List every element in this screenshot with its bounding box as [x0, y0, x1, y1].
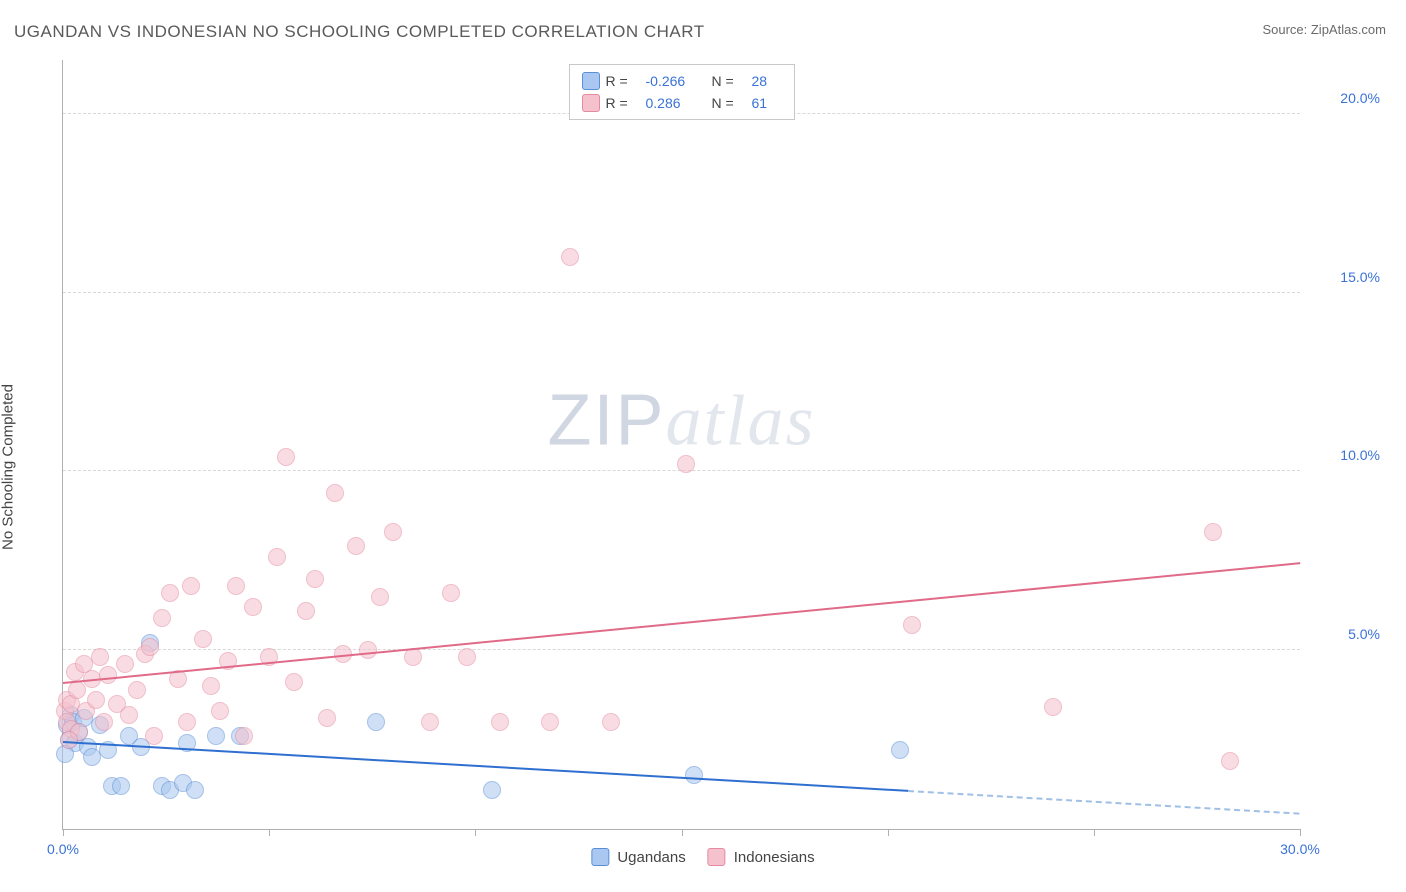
scatter-point	[120, 706, 138, 724]
x-tick-label: 0.0%	[47, 841, 79, 857]
scatter-point	[95, 713, 113, 731]
scatter-point	[182, 577, 200, 595]
scatter-point	[285, 673, 303, 691]
legend-n-label: N =	[712, 70, 746, 92]
x-tick	[682, 829, 683, 836]
legend-item: Indonesians	[708, 848, 815, 866]
scatter-point	[602, 713, 620, 731]
scatter-point	[186, 781, 204, 799]
scatter-point	[561, 248, 579, 266]
correlation-legend: R = -0.266 N = 28 R = 0.286 N = 61	[569, 64, 795, 120]
scatter-point	[178, 713, 196, 731]
scatter-point	[87, 691, 105, 709]
watermark: ZIPatlas	[547, 380, 815, 463]
scatter-point	[318, 709, 336, 727]
y-tick-label: 20.0%	[1310, 90, 1380, 106]
x-tick	[475, 829, 476, 836]
scatter-point	[421, 713, 439, 731]
legend-r-label: R =	[606, 70, 640, 92]
scatter-point	[371, 588, 389, 606]
legend-swatch	[582, 94, 600, 112]
scatter-point	[367, 713, 385, 731]
scatter-point	[145, 727, 163, 745]
scatter-point	[1221, 752, 1239, 770]
scatter-point	[211, 702, 229, 720]
scatter-point	[91, 648, 109, 666]
scatter-point	[128, 681, 146, 699]
scatter-point	[141, 638, 159, 656]
scatter-point	[244, 598, 262, 616]
regression-line	[63, 562, 1300, 684]
legend-n-label: N =	[712, 92, 746, 114]
legend-row: R = -0.266 N = 28	[582, 70, 782, 92]
legend-label: Indonesians	[734, 849, 815, 866]
x-tick	[1094, 829, 1095, 836]
y-tick-label: 10.0%	[1310, 447, 1380, 463]
x-tick	[888, 829, 889, 836]
scatter-point	[1204, 523, 1222, 541]
scatter-point	[458, 648, 476, 666]
scatter-point	[442, 584, 460, 602]
scatter-point	[677, 455, 695, 473]
scatter-point	[207, 727, 225, 745]
watermark-zip: ZIP	[547, 381, 665, 461]
source-attribution: Source: ZipAtlas.com	[1262, 22, 1386, 37]
scatter-point	[227, 577, 245, 595]
scatter-point	[116, 655, 134, 673]
scatter-point	[903, 616, 921, 634]
scatter-point	[297, 602, 315, 620]
legend-r-label: R =	[606, 92, 640, 114]
scatter-point	[685, 766, 703, 784]
scatter-point	[326, 484, 344, 502]
y-tick-label: 15.0%	[1310, 269, 1380, 285]
scatter-point	[306, 570, 324, 588]
scatter-point	[83, 748, 101, 766]
series-legend: Ugandans Indonesians	[591, 848, 814, 866]
scatter-point	[268, 548, 286, 566]
chart-title: UGANDAN VS INDONESIAN NO SCHOOLING COMPL…	[14, 22, 705, 42]
legend-row: R = 0.286 N = 61	[582, 92, 782, 114]
scatter-point	[60, 731, 78, 749]
source-name: ZipAtlas.com	[1311, 22, 1386, 37]
scatter-point	[491, 713, 509, 731]
legend-item: Ugandans	[591, 848, 685, 866]
scatter-point	[384, 523, 402, 541]
source-prefix: Source:	[1262, 22, 1310, 37]
scatter-point	[112, 777, 130, 795]
plot-area: ZIPatlas R =-0.266N =28R =0.286N =61 5.0…	[62, 60, 1300, 830]
legend-n-value: 61	[752, 92, 782, 114]
x-tick-label: 30.0%	[1280, 841, 1320, 857]
x-tick	[63, 829, 64, 836]
legend-n-value: 28	[752, 70, 782, 92]
scatter-point	[277, 448, 295, 466]
scatter-point	[1044, 698, 1062, 716]
chart-container: No Schooling Completed ZIPatlas R =-0.26…	[14, 56, 1392, 878]
regression-line-dashed	[908, 790, 1300, 815]
x-tick	[269, 829, 270, 836]
scatter-point	[194, 630, 212, 648]
scatter-point	[359, 641, 377, 659]
legend-r-value: 0.286	[646, 92, 706, 114]
legend-swatch	[708, 848, 726, 866]
scatter-point	[202, 677, 220, 695]
scatter-point	[161, 584, 179, 602]
x-tick	[1300, 829, 1301, 836]
watermark-atlas: atlas	[665, 381, 815, 461]
scatter-point	[404, 648, 422, 666]
scatter-point	[483, 781, 501, 799]
scatter-point	[99, 666, 117, 684]
gridline-h	[63, 292, 1300, 293]
legend-label: Ugandans	[617, 849, 685, 866]
y-tick-label: 5.0%	[1310, 626, 1380, 642]
y-axis-label: No Schooling Completed	[0, 384, 17, 550]
legend-swatch	[582, 72, 600, 90]
scatter-point	[891, 741, 909, 759]
scatter-point	[153, 609, 171, 627]
scatter-point	[235, 727, 253, 745]
scatter-point	[541, 713, 559, 731]
gridline-h	[63, 649, 1300, 650]
legend-r-value: -0.266	[646, 70, 706, 92]
legend-swatch	[591, 848, 609, 866]
scatter-point	[347, 537, 365, 555]
